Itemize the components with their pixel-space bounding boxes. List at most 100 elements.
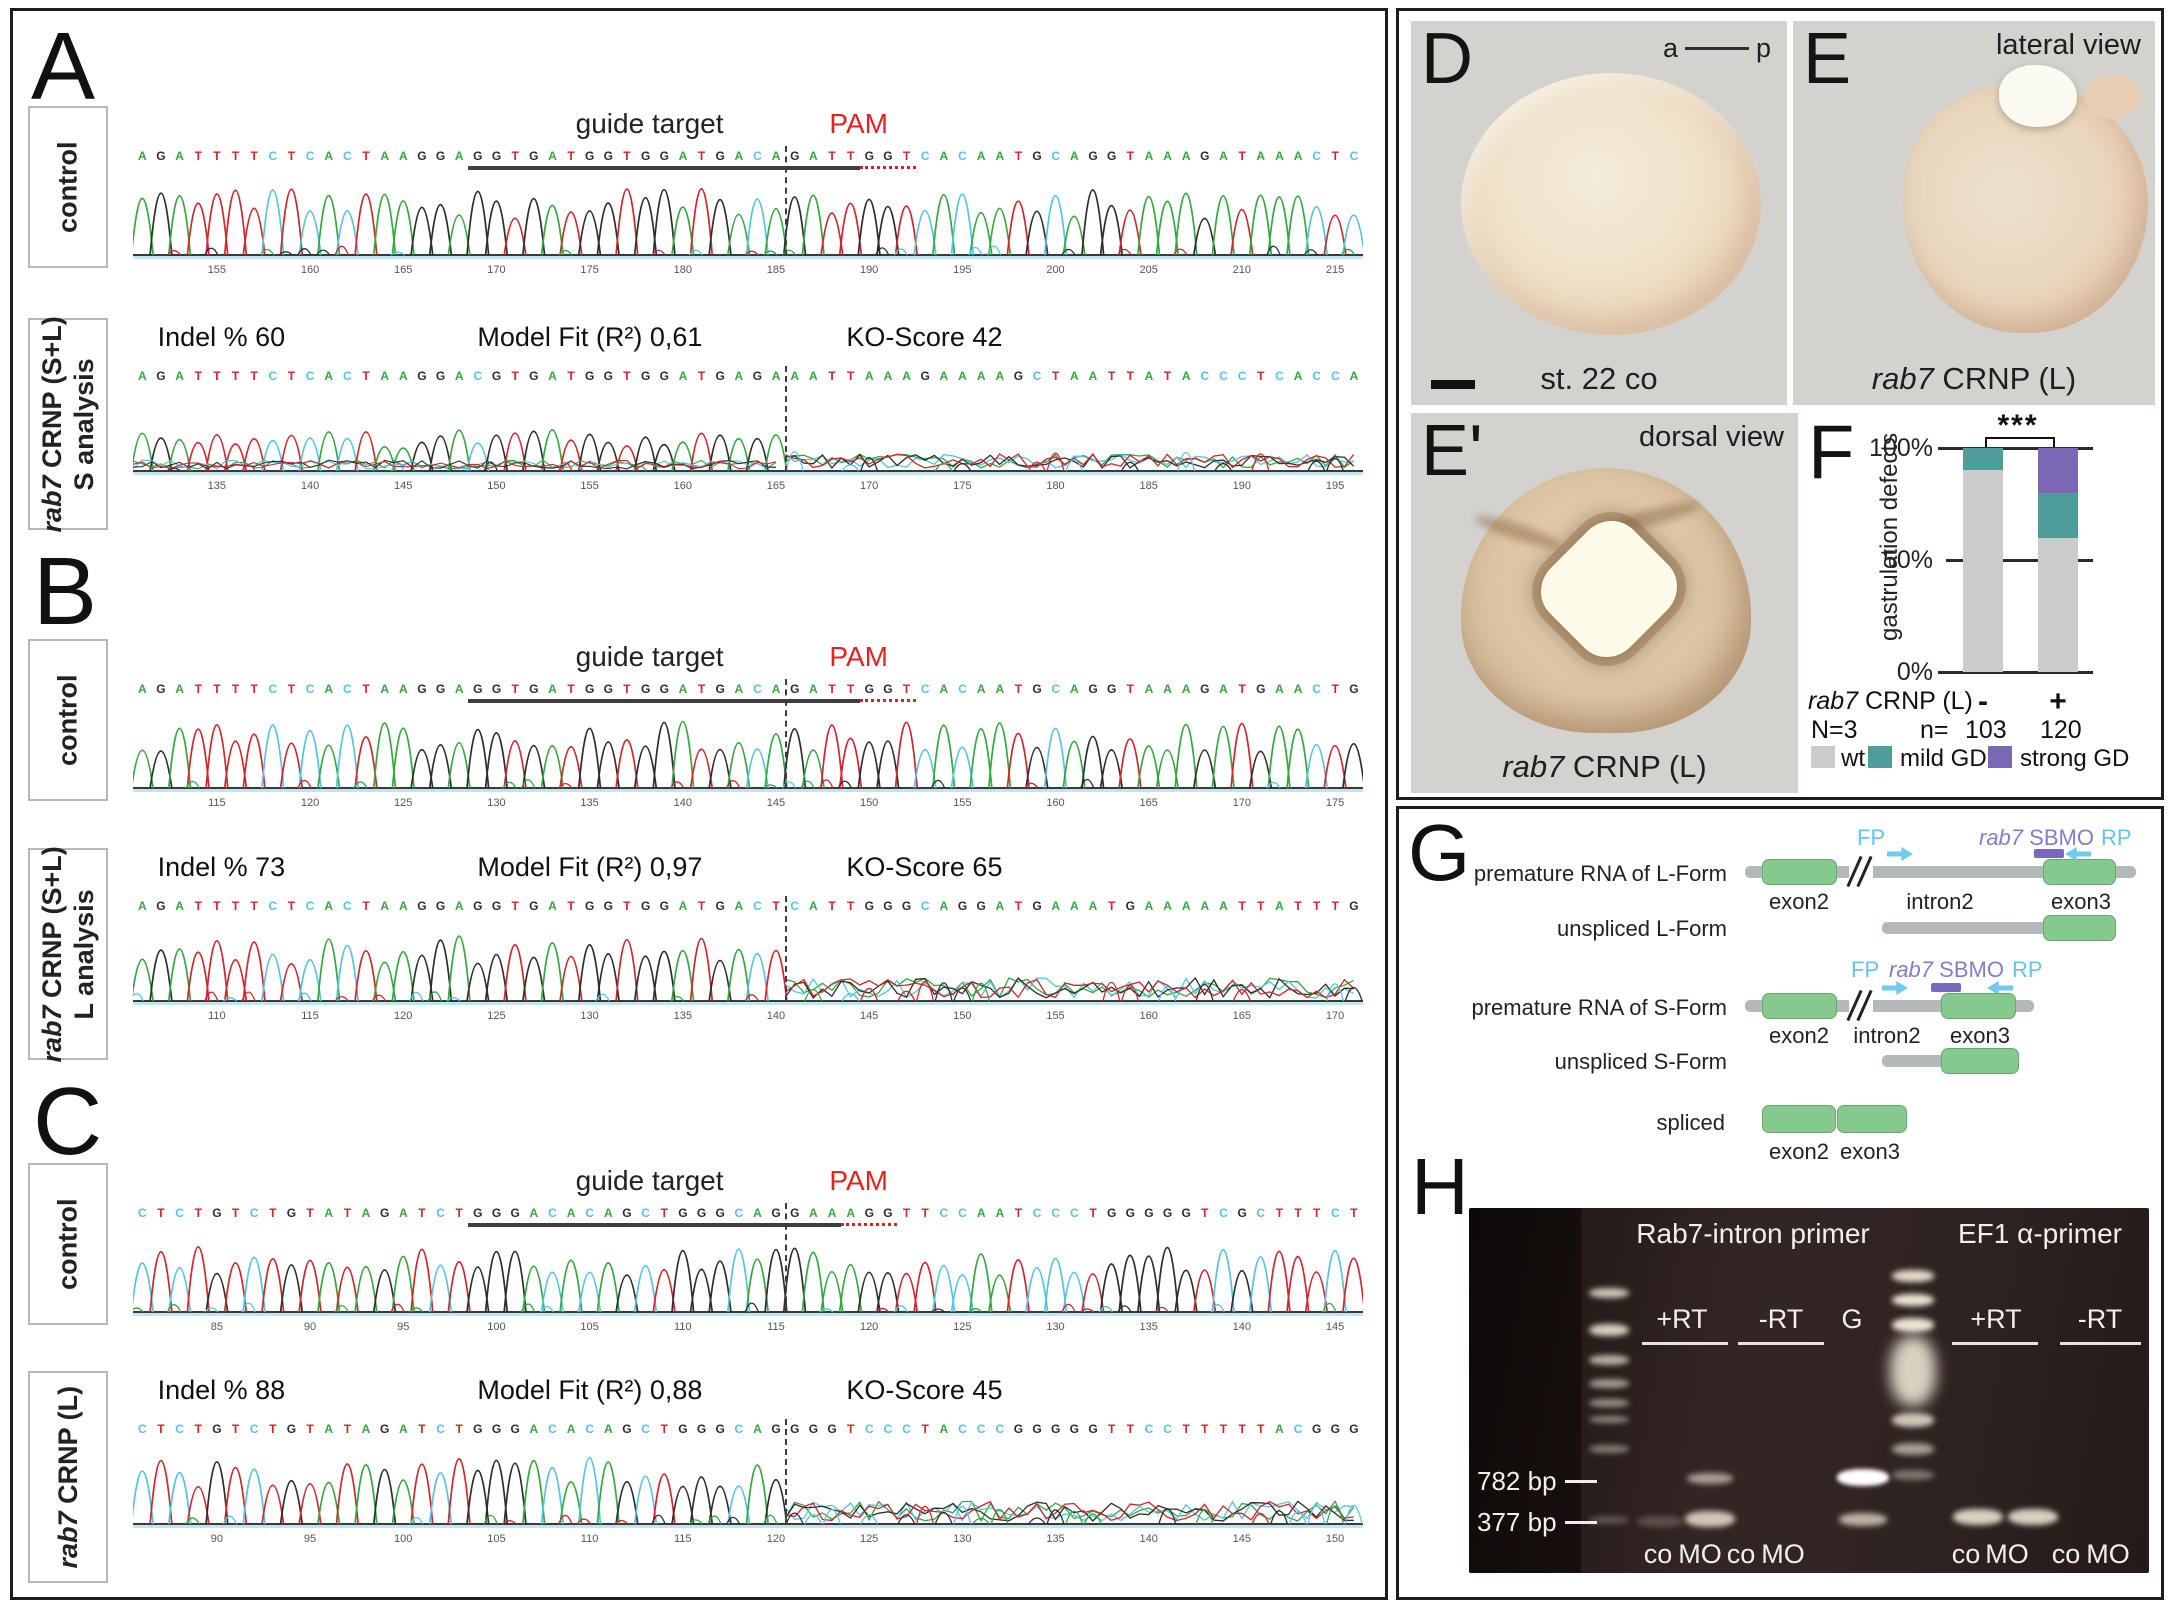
tick-label: 205: [1139, 264, 1158, 276]
group-underline: [2060, 1342, 2141, 1345]
base-letter: G: [864, 149, 874, 163]
embryo-bump: [2085, 75, 2141, 119]
sbmo-morpholino-box: [2034, 849, 2064, 858]
base-letter: G: [510, 1206, 520, 1220]
trace-peak: [1323, 1249, 1347, 1313]
tick-label: 190: [859, 264, 879, 276]
lane-label-co: co: [1951, 1539, 1981, 1569]
trace-peak: [1251, 1512, 1270, 1525]
trace-peak: [1211, 725, 1235, 789]
base-letter: A: [1144, 369, 1154, 383]
base-letter: G: [1088, 149, 1098, 163]
trace-peak: [1061, 248, 1076, 256]
trace-peak: [317, 744, 341, 789]
base-letter: A: [1088, 369, 1098, 383]
trace-peak: [540, 429, 564, 472]
side-label-line1: rab7 CRNP (L): [52, 1386, 84, 1569]
base-letter: T: [697, 899, 706, 913]
chart-ytick: 100%: [1869, 434, 1933, 462]
trace-peak: [222, 997, 237, 1002]
intron2-label: intron2: [1853, 1023, 1921, 1048]
embryo-panels-box: D a p st. 22 co E lateral view rab7 CRNP…: [1396, 8, 2164, 800]
base-letter: G: [957, 899, 968, 913]
gel-dark-margin: [1469, 1208, 1581, 1573]
trace-peak: [819, 1308, 834, 1313]
base-letter: G: [715, 369, 725, 383]
base-letter: A: [175, 149, 184, 163]
base-letter: G: [659, 149, 669, 163]
trace-peak: [931, 779, 946, 789]
trace-peak: [633, 197, 658, 256]
trace-peak: [1211, 195, 1235, 256]
tick-label: 150: [859, 797, 879, 809]
base-letter: C: [734, 1422, 744, 1436]
trace-peak: [708, 434, 732, 472]
base-letter: A: [1163, 682, 1172, 696]
trace-peak: [801, 1251, 825, 1313]
trace-peak: [838, 1263, 863, 1313]
base-letter: A: [678, 369, 688, 383]
trace-peak: [1174, 1269, 1198, 1313]
base-letter: T: [362, 682, 370, 696]
trace-peak: [298, 437, 322, 472]
baseline-cyan: [133, 1002, 1363, 1005]
trace-peak: [1081, 735, 1105, 789]
base-letter: G: [640, 149, 651, 163]
splicing-gel-box: G premature RNA of L-Form exon2 intron2 …: [1396, 806, 2164, 1600]
baseline-cyan: [133, 1525, 1363, 1528]
trace-peak: [931, 1308, 946, 1313]
base-letter: T: [1238, 1422, 1246, 1436]
panel-d: D a p st. 22 co: [1411, 21, 1787, 405]
trace-peak: [279, 188, 304, 256]
pam-underline: [859, 699, 916, 702]
side-label-rest: CRNP (L): [52, 1385, 83, 1512]
n-count-value: 103: [1965, 716, 2007, 744]
base-letter: G: [156, 369, 166, 383]
trace-peak: [167, 727, 192, 789]
sbmo-rest: SBMO: [1933, 957, 2004, 982]
trace-peak: [186, 951, 210, 1002]
side-label-line2: S analysis: [69, 357, 100, 491]
trace-peak: [204, 991, 219, 1002]
base-letter: G: [212, 1422, 222, 1436]
trace-peak: [689, 1268, 714, 1313]
trace-peak: [540, 1467, 564, 1525]
trace-peak: [1081, 189, 1105, 256]
base-letter: T: [1014, 899, 1023, 913]
trace-peak: [205, 724, 229, 789]
bar-segment-wt: [1963, 470, 2003, 672]
trace-peak: [261, 1258, 285, 1313]
trace-peak: [897, 990, 916, 1002]
base-letter: G: [771, 1206, 781, 1220]
tick-label: 195: [1325, 480, 1345, 492]
base-letter: T: [1294, 1206, 1302, 1220]
base-letter: C: [137, 1206, 147, 1220]
trace-peak: [354, 431, 378, 472]
tick-label: 165: [1139, 797, 1158, 809]
trace-peak: [390, 1303, 405, 1313]
base-letter: G: [883, 899, 893, 913]
base-letter: G: [1051, 1422, 1061, 1436]
tick-label: 130: [953, 1533, 972, 1545]
tick-label: 160: [1046, 797, 1065, 809]
base-letter: A: [734, 149, 744, 163]
trace-peak: [279, 1264, 304, 1313]
base-letter: A: [1051, 899, 1061, 913]
base-letter: A: [380, 899, 389, 913]
trace-peak: [1065, 1510, 1084, 1525]
base-letter: C: [343, 682, 352, 696]
tick-label: 140: [300, 480, 320, 492]
base-letter: A: [995, 149, 1005, 163]
tick-label: 170: [1232, 797, 1252, 809]
panel-e-prime-caption: rab7 CRNP (L): [1411, 749, 1798, 785]
trace-peak: [596, 953, 620, 1002]
trace-peak: [353, 781, 368, 789]
trace-peak: [727, 741, 751, 789]
base-letter: T: [1294, 899, 1302, 913]
chromatogram-content: Indel % 60 Model Fit (R²) 0,61 KO-Score 42…: [133, 318, 1363, 503]
panel-f: F gastrulation defects 100% 50% 0% - + *** rab7…: [1808, 409, 2163, 799]
trace-peak: [222, 1515, 237, 1525]
trace-peak: [410, 1463, 434, 1525]
base-letter: G: [659, 369, 669, 383]
